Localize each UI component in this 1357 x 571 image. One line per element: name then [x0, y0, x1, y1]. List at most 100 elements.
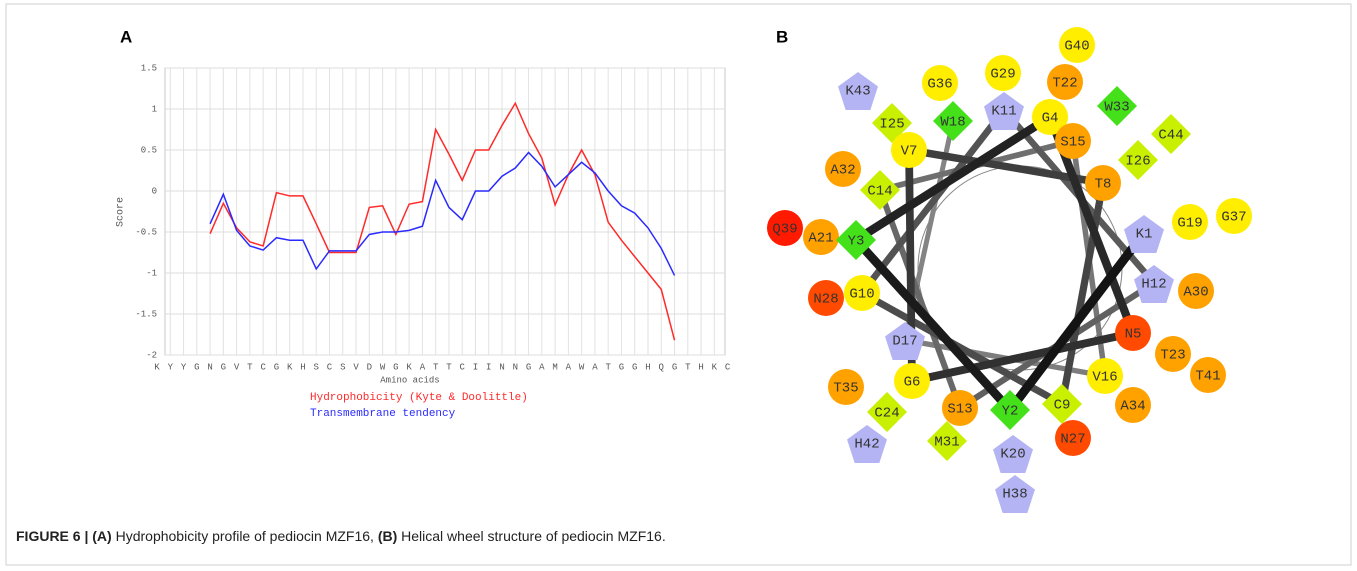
x-tick-label: K: [287, 362, 293, 372]
residue-label: M31: [934, 435, 959, 451]
residue-circle: [1085, 165, 1121, 201]
residue-circle: [1087, 358, 1123, 394]
x-tick-label: A: [539, 362, 545, 372]
wheel-bond: [851, 112, 1055, 245]
x-tick-label: D: [367, 362, 372, 372]
y-tick-label: -0.5: [135, 227, 157, 237]
x-tick-label: T: [446, 362, 452, 372]
x-tick-label: Y: [168, 362, 174, 372]
residue-label: H12: [1141, 277, 1166, 293]
residue-label: A21: [808, 231, 833, 247]
residue-label: G29: [990, 67, 1015, 83]
residue-circle: [1059, 27, 1095, 63]
x-tick-label: N: [499, 362, 504, 372]
residue-circle: [1155, 336, 1191, 372]
residue-label: S15: [1060, 135, 1085, 151]
residue-label: K11: [991, 104, 1016, 120]
x-tick-label: A: [592, 362, 598, 372]
residue-diamond: [927, 421, 967, 461]
x-axis-label: Amino acids: [380, 375, 439, 385]
residue-label: Y2: [1002, 404, 1019, 420]
x-tick-label: K: [154, 362, 160, 372]
x-tick-label: S: [340, 362, 345, 372]
x-tick-label: G: [526, 362, 531, 372]
x-tick-label: V: [234, 362, 240, 372]
residue-pentagon: [995, 475, 1035, 513]
residue-label: A34: [1120, 399, 1145, 415]
panel-label: A: [120, 27, 132, 46]
x-tick-label: G: [619, 362, 624, 372]
residue-circle: [891, 132, 927, 168]
x-tick-label: T: [605, 362, 611, 372]
residue-label: A32: [830, 163, 855, 179]
residue-circle: [803, 219, 839, 255]
y-tick-label: -1.5: [135, 309, 157, 319]
residue-diamond: [1097, 86, 1137, 126]
residue-label: G37: [1221, 210, 1246, 226]
caption-panel: (A): [92, 528, 112, 544]
residue-circle: [1216, 198, 1252, 234]
residue-label: T23: [1160, 348, 1185, 364]
residue-pentagon: [1134, 265, 1174, 303]
residue-circle: [1047, 64, 1083, 100]
y-tick-label: -1: [146, 268, 157, 278]
caption-text: Helical wheel structure of pediocin MZF1…: [401, 528, 666, 544]
residue-circle: [1032, 99, 1068, 135]
residue-pentagon: [993, 435, 1033, 473]
x-tick-label: G: [393, 362, 398, 372]
residue-label: H42: [854, 437, 879, 453]
x-tick-label: K: [712, 362, 718, 372]
residue-label: N27: [1060, 432, 1085, 448]
residue-diamond: [933, 101, 973, 141]
residue-circle: [1190, 357, 1226, 393]
y-tick-label: 0: [152, 186, 157, 196]
residue-label: G36: [927, 77, 952, 93]
residue-label: N5: [1125, 327, 1142, 343]
legend-entry: Hydrophobicity (Kyte & Doolittle): [310, 392, 528, 404]
residue-label: A30: [1183, 285, 1208, 301]
residue-label: S13: [947, 402, 972, 418]
residue-circle: [1055, 123, 1091, 159]
residue-diamond: [990, 390, 1030, 430]
x-tick-label: I: [486, 362, 491, 372]
residue-circle: [894, 363, 930, 399]
x-tick-label: K: [406, 362, 412, 372]
residue-label: W33: [1104, 100, 1129, 116]
caption-panel: (B): [377, 528, 398, 544]
x-tick-label: Q: [659, 362, 664, 372]
residue-label: I26: [1125, 154, 1150, 170]
wheel-bond: [1058, 179, 1107, 408]
residue-label: I25: [879, 117, 904, 133]
residue-label: K43: [845, 84, 870, 100]
x-tick-label: G: [274, 362, 279, 372]
x-tick-label: I: [473, 362, 478, 372]
residue-pentagon: [984, 92, 1024, 130]
y-tick-label: -2: [146, 350, 157, 360]
residue-label: C9: [1054, 398, 1071, 414]
residue-diamond: [1118, 140, 1158, 180]
x-tick-label: H: [300, 362, 305, 372]
residue-label: Y3: [848, 234, 865, 250]
residue-label: G40: [1064, 39, 1089, 55]
x-tick-label: G: [672, 362, 677, 372]
residue-diamond: [872, 103, 912, 143]
x-tick-label: T: [685, 362, 691, 372]
residue-pentagon: [838, 72, 878, 110]
residue-circle: [825, 151, 861, 187]
residue-label: T35: [833, 381, 858, 397]
x-tick-label: G: [632, 362, 637, 372]
x-tick-label: C: [327, 362, 333, 372]
figure-frame: [5, 3, 1352, 566]
x-tick-label: M: [552, 362, 557, 372]
data-line: [209, 101, 676, 341]
residue-label: K20: [1000, 447, 1025, 463]
legend-entry: Transmembrane tendency: [310, 408, 456, 420]
residue-pentagon: [885, 322, 925, 360]
caption-label: FIGURE 6 |: [16, 528, 89, 544]
residue-diamond: [860, 170, 900, 210]
x-tick-label: W: [380, 362, 386, 372]
residue-circle: [1055, 420, 1091, 456]
residue-label: W18: [940, 115, 965, 131]
